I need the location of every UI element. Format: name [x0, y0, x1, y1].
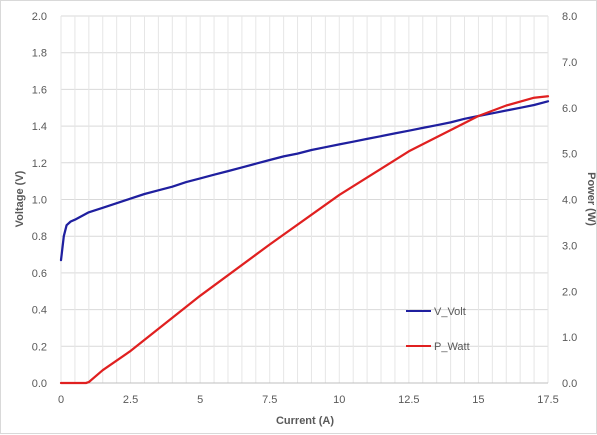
- series-lines: [59, 95, 550, 385]
- x-tick-label: 15: [472, 394, 484, 406]
- y2-tick-label: 3.0: [562, 240, 577, 252]
- y2-tick-label: 0.0: [562, 378, 577, 390]
- y-tick-label: 2.0: [32, 11, 47, 23]
- x-tick-label: 12.5: [398, 394, 419, 406]
- left-axis-ticks: 0.0 0.2 0.4 0.6 0.8 1.0 1.2 1.4 1.6 1.8 2.0: [32, 11, 47, 390]
- x-axis-ticks: 0 2.5 5 7.5 10 12.5 15 17.5: [58, 394, 559, 406]
- right-axis-ticks: 0.0 1.0 2.0 3.0 4.0 5.0 6.0 7.0 8.0: [562, 11, 577, 390]
- y-tick-label: 1.2: [32, 158, 47, 170]
- x-tick-label: 2.5: [123, 394, 138, 406]
- y-tick-label: 1.0: [32, 195, 47, 207]
- legend-label-v-volt: V_Volt: [434, 306, 466, 318]
- series-line-v-volt: [59, 100, 550, 262]
- y-tick-label: 1.8: [32, 48, 47, 60]
- y-axis-title: Voltage (V): [14, 170, 26, 227]
- legend-label-p-watt: P_Watt: [434, 341, 470, 353]
- y2-axis-title: Power (W): [585, 172, 597, 226]
- y2-tick-label: 5.0: [562, 149, 577, 161]
- legend: V_Volt P_Watt: [406, 306, 470, 353]
- y2-tick-label: 8.0: [562, 11, 577, 23]
- y-tick-label: 0.0: [32, 378, 47, 390]
- y-tick-label: 1.6: [32, 84, 47, 96]
- y-tick-label: 0.6: [32, 268, 47, 280]
- y-tick-label: 0.4: [32, 305, 47, 317]
- y-tick-label: 0.2: [32, 341, 47, 353]
- series-line-p-watt: [59, 95, 550, 385]
- x-tick-label: 17.5: [537, 394, 558, 406]
- x-axis-title: Current (A): [276, 415, 334, 427]
- x-tick-label: 0: [58, 394, 64, 406]
- y2-tick-label: 6.0: [562, 103, 577, 115]
- gridlines: [60, 15, 549, 384]
- x-tick-label: 7.5: [262, 394, 277, 406]
- y2-tick-label: 7.0: [562, 57, 577, 69]
- y2-tick-label: 2.0: [562, 286, 577, 298]
- y-tick-label: 1.4: [32, 121, 47, 133]
- x-tick-label: 5: [197, 394, 203, 406]
- x-tick-label: 10: [333, 394, 345, 406]
- y2-tick-label: 1.0: [562, 332, 577, 344]
- y-tick-label: 0.8: [32, 231, 47, 243]
- y2-tick-label: 4.0: [562, 195, 577, 207]
